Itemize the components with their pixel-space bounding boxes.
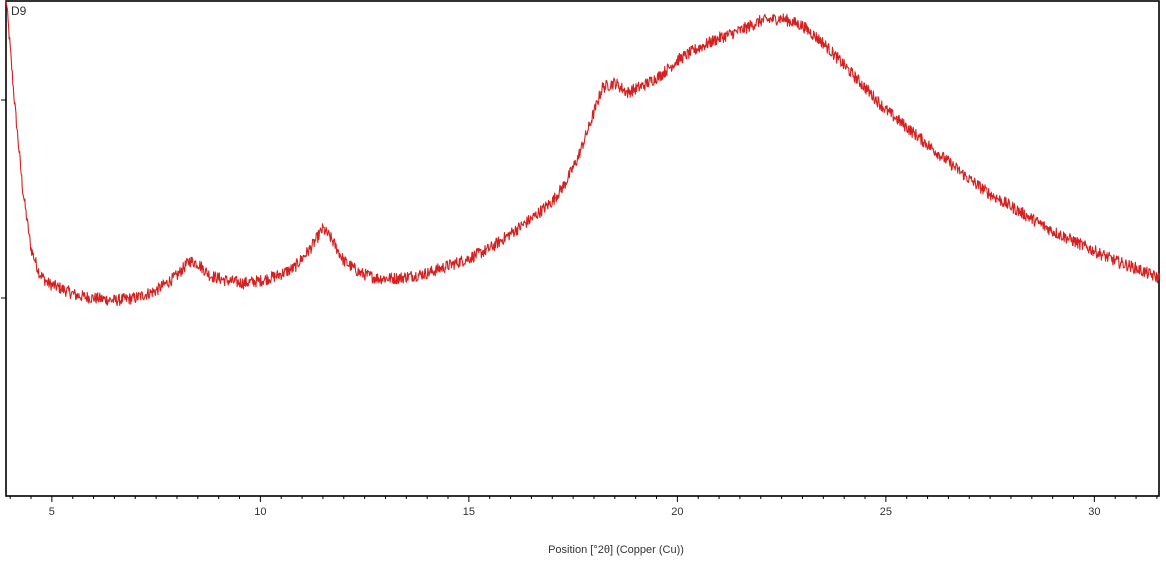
- sample-label: D9: [11, 4, 27, 18]
- x-tick-label: 5: [49, 506, 55, 518]
- x-tick-label: 10: [254, 506, 266, 518]
- x-tick-label: 25: [880, 506, 892, 518]
- x-axis-label: Position [°2θ] (Copper (Cu)): [548, 544, 684, 556]
- x-tick-label: 15: [463, 506, 475, 518]
- x-tick-label: 20: [671, 506, 683, 518]
- x-tick-label: 30: [1088, 506, 1100, 518]
- series-line-d9: [5, 0, 1160, 307]
- y-axis-ticks: [1, 99, 6, 299]
- x-axis-tick-labels: 5 10 15 20 25 30: [49, 506, 1101, 518]
- plot-frame: [5, 0, 1160, 497]
- x-axis-ticks: [9, 496, 1158, 502]
